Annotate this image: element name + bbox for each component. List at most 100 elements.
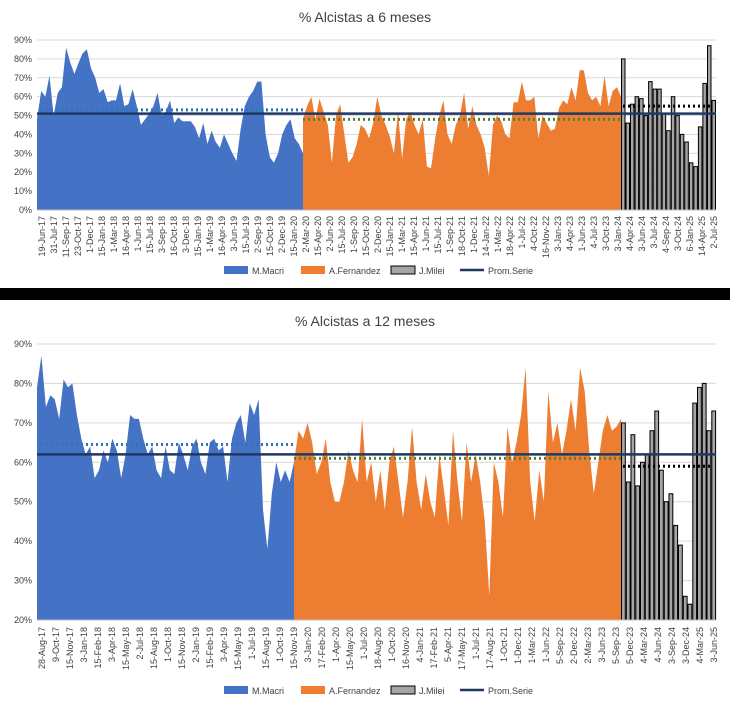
series-bar-milei: [621, 58, 626, 211]
x-tick-label: 1-Jun-21: [421, 216, 431, 252]
chart-6-meses-svg: % Alcistas a 6 meses 0% 10% 20% 30% 40% 50% 60…: [14, 9, 719, 276]
series-bar-milei: [682, 595, 688, 621]
series-bar-milei: [702, 82, 707, 211]
x-tick-label: 4-Oct-22: [529, 216, 539, 251]
series-bar-milei: [630, 434, 636, 621]
x-tick-label: 15-Jul-21: [433, 216, 443, 254]
x-tick-label: 1-Dec-21: [469, 216, 479, 253]
x-tick-label: 2-Mar-20: [301, 216, 311, 253]
series-bar-milei: [697, 126, 703, 211]
y-tick-label: 20%: [14, 615, 32, 625]
x-tick-label: 1-Jul-22: [517, 216, 527, 249]
series-bar-milei: [675, 115, 680, 211]
legend-prom-serie: Prom.Serie: [460, 686, 533, 696]
y-tick-label: 60%: [14, 457, 32, 467]
x-tick-label: 15-Feb-18: [93, 627, 103, 669]
x-tick-label: 1-Oct-21: [499, 627, 509, 662]
x-tick-label: 1-Jun-23: [577, 216, 587, 252]
x-tick-label: 3-Jul-24: [649, 216, 659, 249]
x-tick-label: 3-Sep-24: [667, 627, 677, 664]
x-tick-label: 3-Dec-18: [181, 216, 191, 253]
series-bar-milei: [706, 430, 712, 621]
x-tick-label: 2-Jul-25: [709, 216, 719, 249]
x-tick-label: 15-Jul-18: [145, 216, 155, 254]
y-tick-label: 30%: [14, 576, 32, 586]
x-tick-label: 15-Nov-19: [289, 627, 299, 669]
x-tick-label: 6-Jan-25: [685, 216, 695, 252]
x-tick-label: 16-Apr-19: [217, 216, 227, 256]
x-tick-label: 3-Jan-18: [79, 627, 89, 663]
x-tick-label: 31-Jul-17: [49, 216, 59, 254]
series-bar-milei: [640, 461, 645, 621]
y-tick-label: 20%: [14, 167, 32, 177]
legend-macri: M.Macri: [224, 266, 284, 276]
x-tick-label: 3-Jun-24: [637, 216, 647, 252]
legend-swatch: [301, 686, 325, 694]
x-tick-label: 15-Jan-21: [385, 216, 395, 257]
x-tick-label: 1-Jul-20: [359, 627, 369, 660]
x-tick-label: 11-Sep-17: [61, 216, 71, 257]
x-tick-label: 19-Jun-17: [37, 216, 47, 257]
series-bar-milei: [678, 544, 683, 621]
series-bar-milei: [661, 113, 667, 211]
chart-title: % Alcistas a 12 meses: [295, 313, 435, 329]
y-tick-label: 90%: [14, 35, 32, 45]
x-tick-label: 1-Jul-21: [471, 627, 481, 660]
x-tick-label: 18-Oct-21: [457, 216, 467, 256]
x-tick-label: 15-Feb-19: [205, 627, 215, 669]
legend-milei: J.Milei: [390, 685, 445, 696]
legend-swatch: [301, 266, 325, 274]
series-area-macri: [37, 47, 303, 210]
x-tick-label: 1-Jul-19: [247, 627, 257, 660]
x-tick-label: 1-Mar-22: [527, 627, 537, 664]
legend-milei: J.Milei: [390, 265, 445, 276]
x-tick-label: 3-Apr-19: [219, 627, 229, 662]
x-tick-label: 3-Jun-19: [229, 216, 239, 252]
x-tick-label: 4-Jul-23: [589, 216, 599, 249]
y-tick-label: 90%: [14, 339, 32, 349]
x-tick-label: 3-Jun-23: [597, 627, 607, 663]
x-tick-label: 2-Jul-18: [135, 627, 145, 660]
x-tick-label: 1-Mar-21: [397, 216, 407, 253]
x-tick-label: 3-Apr-18: [107, 627, 117, 662]
series-bar-milei: [654, 410, 660, 621]
x-tick-label: 14-Apr-25: [697, 216, 707, 256]
x-tick-label: 1-Apr-20: [331, 627, 341, 662]
x-tick-label: 15-Jan-20: [289, 216, 299, 257]
x-tick-label: 1-Oct-18: [163, 627, 173, 662]
legend-swatch: [224, 266, 248, 274]
y-tick-label: 0%: [19, 205, 32, 215]
chart-6-meses: % Alcistas a 6 meses 0% 10% 20% 30% 40% 50% 60…: [0, 0, 730, 288]
x-tick-label: 1-Jun-18: [133, 216, 143, 252]
y-tick-label: 50%: [14, 497, 32, 507]
x-tick-label: 3-Dec-24: [681, 627, 691, 664]
legend-fernandez: A.Fernandez: [301, 266, 381, 276]
x-tick-label: 5-Apr-21: [443, 627, 453, 662]
legend-swatch: [224, 686, 248, 694]
x-tick-label: 2-Jan-19: [191, 627, 201, 663]
series-bar-milei: [625, 481, 631, 621]
chart-12-meses: % Alcistas a 12 meses 20% 30% 40% 50% 60% 70%…: [0, 300, 730, 711]
x-tick-label: 3-Jan-20: [303, 627, 313, 663]
legend-prom-serie: Prom.Serie: [460, 266, 533, 276]
series-bar-milei: [684, 141, 689, 211]
x-tick-label: 4-Jun-24: [653, 627, 663, 663]
series-area-fernandez: [303, 70, 621, 210]
series-bar-milei: [711, 99, 716, 211]
legend-label: A.Fernandez: [329, 686, 381, 696]
y-tick-label: 30%: [14, 148, 32, 158]
x-tick-label: 17-Feb-20: [317, 627, 327, 669]
x-tick-label: 23-Oct-17: [73, 216, 83, 256]
x-tick-label: 17-Feb-21: [429, 627, 439, 669]
series-area-fernandez: [294, 367, 621, 620]
y-tick-label: 80%: [14, 54, 32, 64]
x-tick-label: 1-Dec-17: [85, 216, 95, 253]
x-tick-label: 4-Apr-23: [565, 216, 575, 251]
y-tick-label: 60%: [14, 92, 32, 102]
series-bar-milei: [707, 45, 712, 211]
x-tick-label: 4-Apr-24: [625, 216, 635, 251]
legend-swatch: [390, 685, 416, 695]
x-tick-label: 15-Aug-19: [261, 627, 271, 669]
series-bar-milei: [692, 402, 698, 621]
series-bar-milei: [666, 130, 671, 211]
